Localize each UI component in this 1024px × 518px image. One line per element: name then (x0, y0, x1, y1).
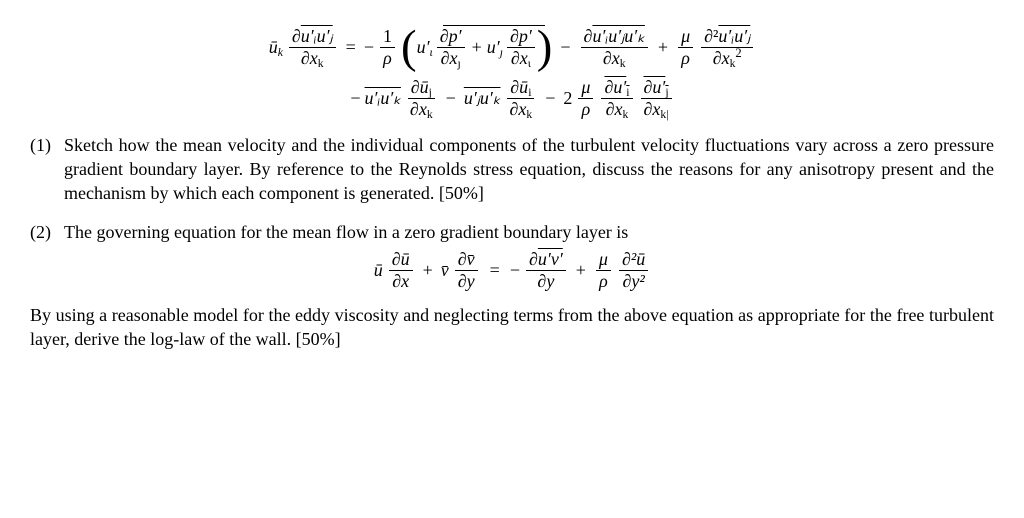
rhs2-frac: ∂u′ᵢu′ⱼu′ₖ ∂xk (581, 27, 648, 68)
question-2-text: The governing equation for the mean flow… (64, 220, 994, 244)
question-1-text: Sketch how the mean velocity and the ind… (64, 133, 994, 206)
rhs1-sign: − (364, 35, 374, 59)
rhs1-pref: 1 ρ (380, 27, 395, 68)
closing-text: By using a reasonable model for the eddy… (30, 303, 994, 352)
reynolds-stress-equation-line1: ūk ∂u′ᵢu′ⱼ ∂xk = − 1 ρ ( u′ι ∂p′ ∂xȷ + u… (30, 26, 994, 68)
rhs3-pref: μ ρ (678, 27, 693, 68)
rhs2-sign: − (560, 35, 570, 59)
question-2: (2) The governing equation for the mean … (30, 220, 994, 244)
question-2-number: (2) (30, 220, 64, 244)
reynolds-stress-equation-line2: − u′ᵢu′ₖ ∂ūj ∂xk − u′ⱼu′ₖ ∂ūi ∂xk − 2 μ … (30, 78, 994, 119)
lhs-coef: ūk (269, 35, 283, 59)
mean-flow-equation: ū ∂ū ∂x + v̄ ∂v̄ ∂y = − ∂u′v′ ∂y + μ ρ ∂… (30, 250, 994, 291)
rhs3-frac: ∂²u′ᵢu′ⱼ ∂xk2 (701, 27, 753, 68)
lhs-frac: ∂u′ᵢu′ⱼ ∂xk (289, 27, 336, 68)
question-1: (1) Sketch how the mean velocity and the… (30, 133, 994, 206)
question-1-number: (1) (30, 133, 64, 206)
rhs3-sign: + (658, 35, 668, 59)
rhs1-paren: ( u′ι ∂p′ ∂xȷ + u′ȷ ∂p′ ∂xι ) (401, 26, 552, 68)
equals: = (346, 35, 356, 59)
